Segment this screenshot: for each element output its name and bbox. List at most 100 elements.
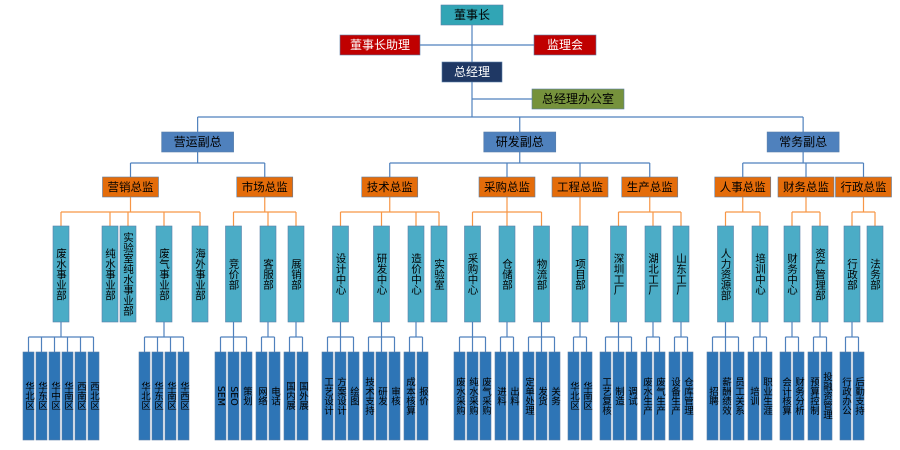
chairman-assistant [339, 34, 421, 56]
department [407, 225, 425, 323]
department-label: 废气事业部 [158, 247, 170, 301]
sub-unit [334, 351, 347, 441]
sub-unit-label: 研发 [376, 387, 388, 407]
sub-unit [214, 351, 227, 441]
sub-unit [507, 351, 520, 441]
sub-unit-label: 华南区 [62, 381, 74, 410]
department-label: 培训中心 [754, 252, 766, 295]
sub-unit-label: SEM [215, 386, 226, 406]
sub-unit [548, 351, 561, 441]
department [843, 225, 861, 323]
chairman-label: 董事长 [454, 8, 490, 22]
sub-unit [668, 351, 681, 441]
sub-unit [779, 351, 792, 441]
department [155, 225, 173, 323]
sub-unit-label: 职业生涯 [761, 377, 773, 415]
sub-unit-label: 招聘 [707, 386, 719, 407]
sub-unit-label: 纯水采购 [467, 376, 479, 416]
department [811, 225, 829, 323]
department-label: 人力资源部 [720, 248, 732, 301]
sub-unit-label: 发货 [536, 386, 548, 407]
sub-unit-label: 华西区 [178, 381, 190, 410]
department-label: 法务部 [869, 257, 881, 290]
director [361, 176, 419, 198]
sub-unit-label: 后勤支持 [853, 377, 865, 416]
supervisory-board [533, 34, 597, 56]
sub-unit-label: 华东区 [152, 381, 164, 410]
department-label: 深圳工厂 [613, 253, 625, 296]
vice-president-label: 研发副总 [496, 134, 544, 149]
sub-unit [416, 351, 429, 441]
director [621, 176, 679, 198]
department [866, 225, 884, 323]
department-label: 海外事业部 [194, 247, 206, 301]
director-label: 技术总监 [367, 180, 413, 194]
director [236, 176, 294, 198]
sub-unit-label: 行政办公 [840, 376, 852, 415]
department [717, 225, 734, 323]
director-label: 营销总监 [108, 180, 154, 194]
department-label: 财务中心 [786, 252, 798, 295]
ceo-office [531, 88, 625, 110]
sub-unit [466, 351, 479, 441]
sub-unit-label: 关务 [549, 386, 561, 407]
department-label: 展销部 [290, 258, 302, 290]
sub-unit [567, 351, 580, 441]
director [714, 176, 772, 198]
department [259, 225, 277, 323]
ceo-label: 总经理 [454, 65, 490, 79]
department [430, 225, 448, 323]
sub-unit [852, 351, 865, 441]
sub-unit [22, 351, 35, 441]
sub-unit [347, 351, 360, 441]
sub-unit-label: 方案设计 [335, 376, 347, 416]
sub-unit [820, 351, 833, 441]
department-label: 资产管理部 [814, 248, 826, 301]
sub-unit [177, 351, 190, 441]
sub-unit [240, 351, 253, 441]
sub-unit [522, 351, 535, 441]
sub-unit-label: 工艺复核 [600, 377, 612, 416]
sub-unit-label: 进料 [495, 387, 507, 407]
sub-unit-label: 技术支持 [363, 376, 375, 416]
department [52, 225, 70, 323]
department-label: 废水事业部 [55, 247, 67, 301]
sub-unit-label: 网络 [256, 387, 268, 407]
department [610, 225, 627, 323]
director-label: 工程总监 [557, 180, 603, 194]
department [644, 225, 662, 323]
department-label: 设计中心 [335, 253, 347, 295]
department-label: 湖北工厂 [647, 253, 659, 296]
department [672, 225, 690, 323]
sub-unit [760, 351, 773, 441]
sub-unit [375, 351, 388, 441]
sub-unit-label: 员工关系 [733, 377, 745, 415]
sub-unit-label: 预算控制 [808, 377, 820, 415]
sub-unit [706, 351, 719, 441]
sub-unit [227, 351, 240, 441]
sub-unit-label: 成本核算 [404, 376, 416, 416]
department [751, 225, 769, 323]
sub-unit-label: 绘图 [348, 386, 360, 407]
sub-unit-label: 培训 [748, 386, 760, 407]
sub-unit [296, 351, 309, 441]
director-label: 采购总监 [484, 180, 530, 194]
sub-unit-label: 华中区 [49, 381, 61, 410]
sub-unit-label: 薪酬绩效 [720, 376, 732, 416]
vice-president-label: 营运副总 [174, 135, 222, 149]
sub-unit-label: 定单处理 [523, 376, 535, 415]
department [101, 225, 119, 323]
department [533, 225, 550, 323]
sub-unit [48, 351, 61, 441]
sub-unit [164, 351, 177, 441]
chairman [440, 4, 504, 26]
sub-unit [403, 351, 416, 441]
sub-unit-label: 报价 [417, 386, 429, 406]
sub-unit [792, 351, 805, 441]
director-label: 人事总监 [720, 180, 766, 194]
sub-unit [653, 351, 666, 441]
sub-unit [283, 351, 296, 441]
sub-unit-label: 投融资管理 [821, 372, 833, 420]
vice-president [161, 131, 234, 153]
